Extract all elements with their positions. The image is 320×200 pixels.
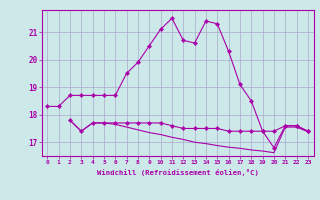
X-axis label: Windchill (Refroidissement éolien,°C): Windchill (Refroidissement éolien,°C) [97,169,259,176]
